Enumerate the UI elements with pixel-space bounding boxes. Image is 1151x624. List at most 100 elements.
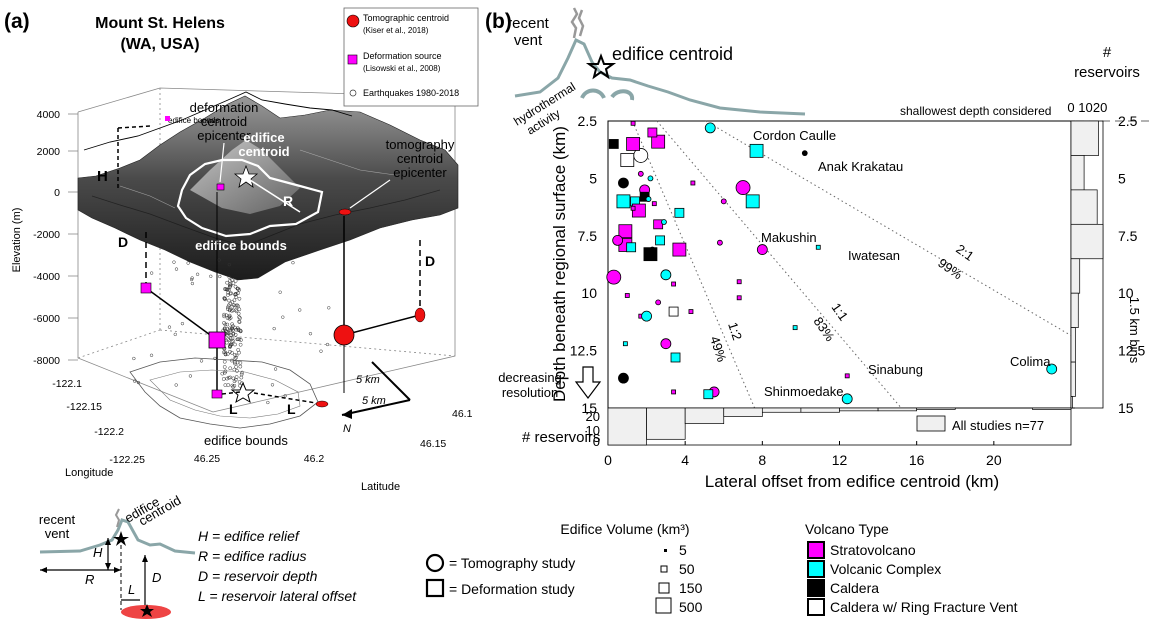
y-tick: 15 (581, 400, 597, 416)
edifice-bounds-bottom-label: edifice bounds (204, 433, 288, 448)
y-tick: 7.5 (578, 228, 598, 244)
hydrothermal-loop-1 (580, 88, 606, 99)
elevation-tick: 0 (54, 187, 60, 199)
deformation-source-marker (208, 331, 226, 349)
earthquake (230, 304, 235, 309)
shallowest-depth-label: shallowest depth considered (900, 104, 1051, 118)
data-point (736, 295, 742, 301)
definition-R: R = edifice radius (198, 548, 307, 564)
earthquake (217, 258, 221, 262)
down-arrow-icon (574, 366, 602, 399)
ratio-labels: 1:249% 1:183% 2:199% (707, 241, 977, 364)
vent-plume (570, 7, 585, 39)
volume-legend-title: Edifice Volume (km³) (560, 521, 689, 537)
bottom-hist-bar (916, 407, 956, 410)
label-anak-krakatau: Anak Krakatau (818, 159, 903, 174)
bottom-hist-bar (839, 407, 879, 412)
data-point (641, 310, 652, 322)
earthquake (232, 379, 237, 384)
earthquake (149, 353, 154, 357)
right-histogram (1070, 120, 1104, 409)
earthquake (237, 380, 242, 384)
earthquake (236, 348, 241, 352)
latitude-label: Latitude (361, 481, 400, 493)
volcano-type-label: Caldera (830, 580, 879, 596)
volcano-type-legend: Volcano Type Stratovolcano Volcanic Compl… (805, 521, 1018, 616)
earthquake (227, 262, 231, 267)
data-point (630, 205, 636, 211)
volcano-type-label: Caldera w/ Ring Fracture Vent (830, 599, 1018, 615)
lat-tick-46-25: 46.25 (194, 453, 220, 465)
data-point (735, 180, 751, 195)
tomography-epicenter-label-1: tomography (386, 137, 455, 152)
earthquake (233, 284, 238, 289)
volcano-type-swatch (807, 541, 825, 559)
data-point (792, 325, 798, 331)
longitude-tick: -122.25 (109, 454, 145, 466)
edifice-bounds-label: edifice bounds (195, 238, 287, 253)
right-hist-title-1: # (1103, 44, 1112, 61)
earthquake (278, 290, 282, 294)
D-label-right: D (425, 253, 435, 269)
earthquake (233, 355, 238, 360)
right-hist-tick: 20 (1093, 100, 1107, 115)
earthquake (172, 260, 176, 264)
earthquake (224, 313, 229, 318)
bottom-hist-bar (646, 407, 686, 440)
right-hist-bar (1070, 155, 1085, 191)
earthquake (229, 308, 234, 313)
y-axis-title: Depth beneath regional surface (km) (550, 126, 569, 402)
all-studies-swatch (916, 415, 946, 432)
x-tick: 0 (604, 452, 612, 468)
earthquake (224, 340, 229, 345)
earthquake (173, 332, 177, 337)
bottom-hist-bar (684, 407, 725, 425)
earthquake (180, 321, 185, 326)
panel-a-annotations: deformation centroid epicenter edifice c… (190, 100, 455, 253)
bottom-hist-bar (877, 407, 918, 412)
earthquake (227, 345, 232, 349)
data-point (626, 137, 640, 151)
data-point (745, 194, 760, 209)
edifice-bounds-small-label: edifice bounds (168, 116, 220, 125)
data-point (618, 372, 629, 384)
earthquake (232, 383, 237, 388)
legend-deformation-text: Deformation source (363, 51, 442, 61)
earthquake (226, 305, 230, 310)
ratio-percent-label: 83% (811, 314, 838, 344)
earthquake (227, 308, 232, 313)
panel-b-label: (b) (485, 10, 512, 33)
data-point (655, 299, 662, 306)
x-tick: 8 (758, 452, 766, 468)
earthquake (231, 328, 235, 333)
right-hist-tick: 0 (1067, 100, 1074, 115)
schematic-recent-vent-2: vent (45, 526, 70, 541)
data-point (704, 122, 716, 134)
y-tick: 5 (589, 170, 597, 186)
earthquake (222, 321, 226, 325)
earthquake (230, 322, 235, 327)
tomography-epicenter-label-3: epicenter (393, 165, 447, 180)
data-point (637, 170, 644, 177)
earthquake (233, 292, 237, 297)
earthquake (223, 350, 228, 355)
panel-a: (a) Mount St. Helens (WA, USA) Elevation… (4, 7, 479, 493)
bottom-hist-bar (800, 407, 840, 413)
recent-vent-label-1: recent (507, 15, 550, 32)
D-label-left: D (118, 234, 128, 250)
data-point (647, 175, 654, 182)
earthquake (239, 329, 243, 333)
elevation-tick: 4000 (37, 109, 61, 121)
data-point (624, 293, 630, 298)
earthquake (273, 367, 278, 371)
right-hist-bar (1070, 292, 1079, 328)
earthquake (272, 326, 276, 331)
earthquake (189, 277, 194, 282)
tomography-study-icon (425, 553, 445, 573)
legend-tomography-text: Tomographic centroid (363, 13, 449, 23)
data-point (688, 309, 694, 314)
earthquake (235, 337, 239, 342)
earthquake (233, 279, 238, 283)
y-tick: 12.5 (570, 343, 597, 359)
right-hist-bar (1070, 120, 1099, 156)
